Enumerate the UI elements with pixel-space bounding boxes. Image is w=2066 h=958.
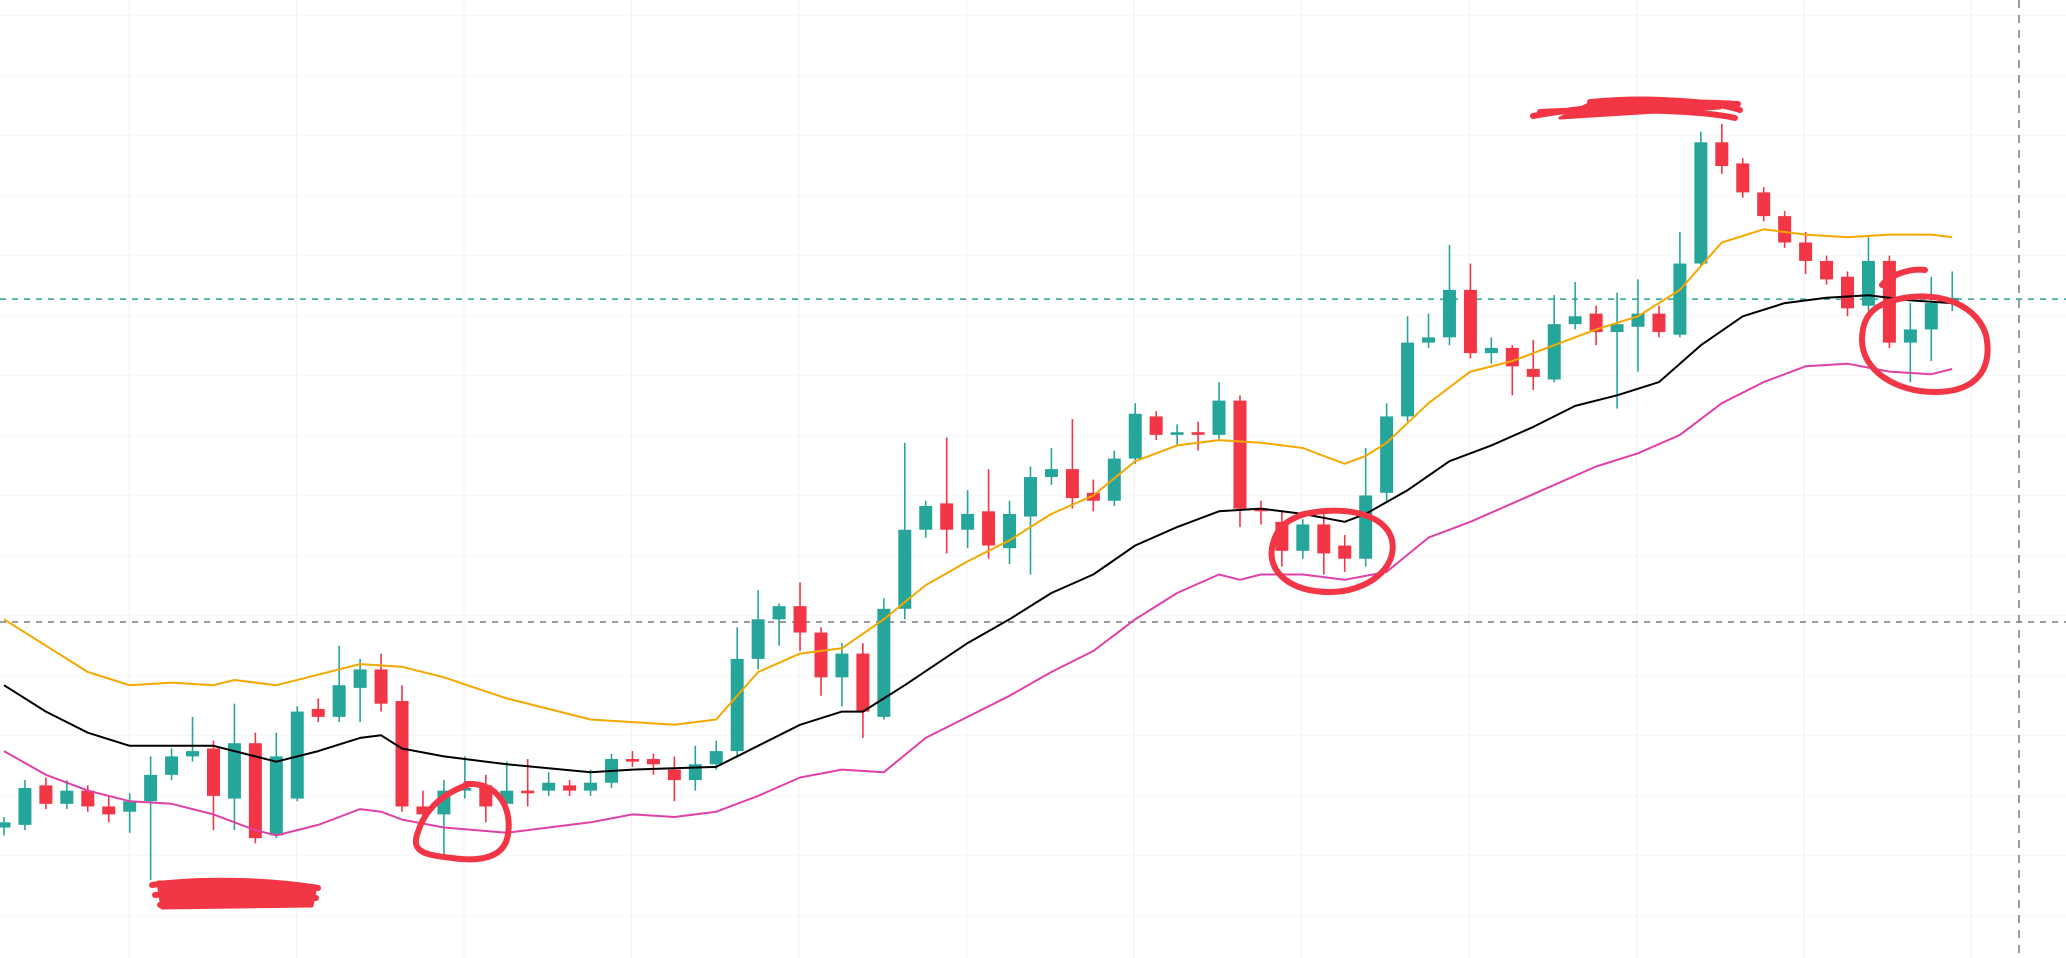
candle-body bbox=[227, 743, 241, 799]
candle-body bbox=[667, 769, 681, 781]
candle-body bbox=[1442, 289, 1456, 338]
candle-body bbox=[60, 790, 74, 804]
candle-body bbox=[144, 774, 158, 802]
candle-body bbox=[1086, 492, 1100, 501]
candle-body bbox=[248, 743, 262, 839]
candle-body bbox=[186, 751, 200, 757]
candle-body bbox=[1065, 469, 1079, 499]
candle-body bbox=[982, 511, 996, 546]
candle-body bbox=[81, 790, 95, 807]
candle-body bbox=[1841, 276, 1855, 309]
candle-body bbox=[1380, 416, 1394, 493]
candle-body bbox=[1254, 508, 1268, 512]
candle-body bbox=[374, 669, 388, 704]
candle-body bbox=[1233, 400, 1247, 509]
candle-body bbox=[1610, 324, 1624, 333]
scribble bbox=[1558, 96, 1722, 120]
candle-body bbox=[1463, 289, 1477, 354]
candle-body bbox=[521, 790, 535, 794]
candle-body bbox=[1715, 142, 1729, 167]
candle-body bbox=[416, 806, 430, 815]
circle bbox=[1859, 266, 1991, 395]
candle-body bbox=[290, 711, 304, 799]
candle-body bbox=[1757, 192, 1771, 217]
scribble bbox=[156, 880, 318, 910]
candle-body bbox=[835, 653, 849, 678]
circle bbox=[1268, 507, 1396, 595]
candle-body bbox=[814, 632, 828, 678]
candle-body bbox=[1422, 337, 1436, 343]
candle-body bbox=[1505, 347, 1519, 367]
candle-body bbox=[856, 653, 870, 712]
candle-body bbox=[793, 606, 807, 633]
indicator-line bbox=[3, 362, 1953, 837]
candle-body bbox=[0, 822, 11, 828]
candle-body bbox=[39, 785, 53, 804]
candle-body bbox=[646, 759, 660, 765]
candle-body bbox=[1484, 347, 1498, 354]
candle-body bbox=[940, 503, 954, 530]
candle-body bbox=[1673, 263, 1687, 335]
candle-body bbox=[1338, 545, 1352, 559]
candle-body bbox=[1191, 432, 1205, 435]
candle-body bbox=[1359, 495, 1373, 559]
candle-body bbox=[1317, 524, 1331, 554]
candle-body bbox=[1170, 432, 1184, 435]
candle-body bbox=[1044, 469, 1058, 478]
candle-body bbox=[563, 785, 577, 791]
candle-body bbox=[1296, 524, 1310, 551]
candle-body bbox=[1149, 416, 1163, 435]
candle-body bbox=[1547, 324, 1561, 380]
candle-body bbox=[625, 759, 639, 762]
candle-body bbox=[1107, 458, 1121, 501]
annotations bbox=[149, 96, 1991, 910]
candle-body bbox=[332, 685, 346, 717]
candle-body bbox=[1003, 513, 1017, 549]
candle-body bbox=[102, 806, 116, 815]
candle-body bbox=[919, 506, 933, 530]
candle-body bbox=[961, 513, 975, 530]
candle-body bbox=[165, 756, 179, 775]
candle-body bbox=[1924, 303, 1938, 330]
candle-body bbox=[709, 751, 723, 765]
candle-body bbox=[311, 708, 325, 717]
candle-body bbox=[542, 782, 556, 791]
plot-area bbox=[0, 123, 2066, 881]
candle-body bbox=[877, 608, 891, 717]
candle-body bbox=[584, 782, 598, 791]
candle-body bbox=[1820, 260, 1834, 280]
candle-body bbox=[1861, 260, 1875, 306]
candle-body bbox=[1799, 242, 1813, 261]
candle-body bbox=[1903, 329, 1917, 343]
candle-body bbox=[1568, 316, 1582, 325]
indicator-line bbox=[3, 294, 1953, 774]
candle-body bbox=[898, 529, 912, 609]
candle-body bbox=[751, 619, 765, 659]
circle bbox=[412, 780, 512, 863]
candle-body bbox=[18, 788, 32, 825]
candle-body bbox=[1736, 163, 1750, 193]
candle-body bbox=[1023, 477, 1037, 517]
candle-body bbox=[353, 669, 367, 688]
candle-body bbox=[269, 756, 283, 836]
candle-body bbox=[206, 748, 220, 796]
candle-body bbox=[458, 788, 472, 791]
candle-body bbox=[1401, 342, 1415, 417]
candle-body bbox=[1526, 368, 1540, 377]
candle-body bbox=[123, 801, 137, 812]
candle-body bbox=[1778, 216, 1792, 243]
candle-body bbox=[1128, 413, 1142, 459]
candle-body bbox=[1652, 313, 1666, 333]
candle-body bbox=[395, 701, 409, 807]
indicator-line bbox=[3, 228, 1953, 726]
candle-body bbox=[1212, 400, 1226, 435]
candle-body bbox=[772, 606, 786, 620]
candle-body bbox=[1694, 142, 1708, 264]
candle-body bbox=[730, 658, 744, 752]
